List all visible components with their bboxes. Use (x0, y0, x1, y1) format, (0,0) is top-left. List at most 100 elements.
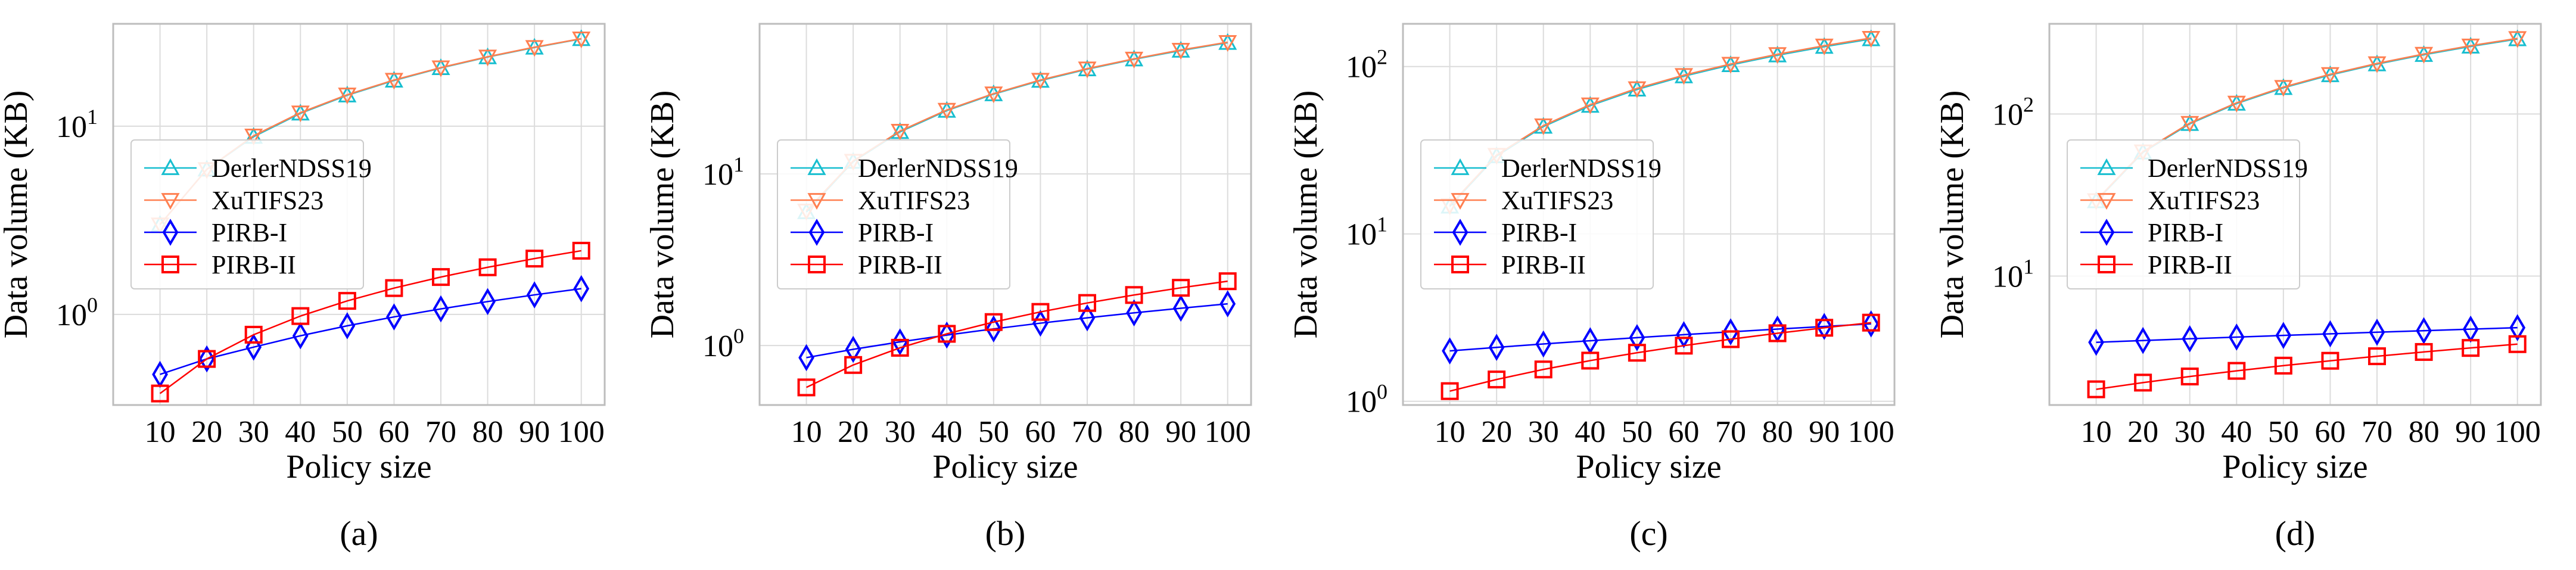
x-tick-label: 30 (885, 415, 916, 449)
data-point-pirb-i (1219, 290, 1236, 317)
data-point-xutifs23 (1628, 81, 1647, 98)
x-tick-label: 60 (2314, 415, 2345, 449)
x-tick-label: 20 (838, 415, 869, 449)
data-point-pirb-ii (1218, 272, 1237, 291)
legend-marker-pirb-i (1452, 219, 1469, 246)
series-line-pirb-i (1449, 323, 1871, 352)
data-point-pirb-ii (2415, 342, 2433, 361)
data-point-pirb-ii (2227, 362, 2246, 380)
data-point-pirb-i (2088, 328, 2104, 356)
data-point-pirb-ii (198, 350, 216, 368)
data-point-pirb-ii (1581, 351, 1600, 370)
data-point-pirb-i (1172, 294, 1189, 322)
data-point-pirb-i (1535, 330, 1552, 358)
data-point-pirb-i (433, 295, 449, 323)
legend-marker-derlerndss19 (161, 158, 180, 175)
x-tick-label: 10 (1435, 415, 1466, 449)
data-point-pirb-i (2228, 323, 2245, 351)
data-point-xutifs23 (891, 124, 910, 141)
data-point-pirb-i (1629, 324, 1645, 351)
chart-panel-d: 10 20 30 40 50 60 70 80 90 100 101 102 Policy size Da… (1934, 23, 2542, 553)
x-tick-label: 50 (2268, 415, 2299, 449)
y-axis-label: Data volume (KB) (1934, 91, 1971, 339)
data-point-pirb-i (480, 288, 496, 316)
x-tick-label: 40 (1575, 415, 1606, 449)
x-tick-label: 100 (1205, 415, 1251, 449)
data-point-pirb-i (845, 335, 861, 363)
data-point-pirb-i (2135, 326, 2151, 354)
x-tick-label: 80 (2409, 415, 2440, 449)
data-point-xutifs23 (2320, 67, 2339, 84)
legend-marker-xutifs23 (2097, 193, 2116, 210)
data-point-xutifs23 (2227, 95, 2246, 113)
legend-marker-xutifs23 (807, 193, 826, 210)
data-point-xutifs23 (525, 40, 544, 57)
x-tick-label: 90 (519, 415, 550, 449)
data-point-xutifs23 (1721, 57, 1740, 74)
legend-marker-pirb-i (162, 219, 179, 246)
data-point-xutifs23 (1581, 97, 1600, 114)
data-point-pirb-i (892, 328, 909, 356)
data-point-pirb-ii (938, 325, 956, 343)
data-point-pirb-ii (1628, 344, 1646, 362)
x-axis-label: Policy size (2222, 448, 2367, 485)
legend-label-xutifs23: XuTIFS23 (2148, 186, 2260, 215)
data-point-xutifs23 (2274, 80, 2293, 97)
x-tick-label: 100 (2494, 415, 2541, 449)
x-axis-label: Policy size (1576, 448, 1721, 485)
y-tick-label: 101 (1346, 213, 1387, 252)
legend-marker-pirb-ii (1451, 256, 1469, 273)
series-line-pirb-ii (1449, 322, 1871, 392)
data-point-pirb-ii (891, 338, 909, 357)
data-point-xutifs23 (1078, 61, 1097, 79)
data-point-pirb-ii (2134, 373, 2152, 392)
data-point-pirb-ii (1534, 360, 1553, 379)
x-tick-label: 50 (978, 415, 1009, 449)
data-point-xutifs23 (431, 60, 450, 77)
data-point-xutifs23 (1815, 38, 1834, 55)
data-point-pirb-i (339, 312, 356, 339)
data-point-pirb-ii (385, 279, 403, 297)
plot-frame (1402, 23, 1896, 406)
data-point-pirb-ii (1441, 382, 1459, 400)
legend: DerlerNDSS19 XuTIFS23 PIRB-I PIRB-II (777, 139, 1018, 289)
x-tick-label: 90 (2455, 415, 2486, 449)
x-tick-label: 90 (1165, 415, 1196, 449)
legend-label-xutifs23: XuTIFS23 (858, 186, 970, 215)
data-point-pirb-ii (151, 384, 169, 403)
legend-label-derlerndss19: DerlerNDSS19 (211, 154, 372, 183)
data-point-pirb-i (2182, 325, 2198, 353)
data-point-pirb-i (2275, 322, 2292, 349)
x-tick-label: 40 (285, 415, 316, 449)
legend-label-pirb-i: PIRB-I (211, 218, 287, 247)
legend-marker-xutifs23 (161, 193, 180, 210)
data-point-pirb-ii (1862, 313, 1880, 332)
data-point-pirb-i (526, 281, 543, 309)
x-tick-label: 70 (1715, 415, 1746, 449)
legend-marker-derlerndss19 (2097, 158, 2116, 175)
data-point-pirb-ii (844, 356, 863, 374)
data-point-pirb-i (573, 275, 590, 303)
chart-panel-b: 10 20 30 40 50 60 70 80 90 100 100 101 Policy size Da… (644, 23, 1252, 553)
legend-box (130, 139, 364, 289)
legend-label-pirb-ii: PIRB-II (1501, 250, 1586, 279)
data-point-xutifs23 (1171, 43, 1190, 60)
x-tick-label: 40 (2221, 415, 2252, 449)
data-point-pirb-i (1722, 318, 1739, 345)
data-point-pirb-i (2322, 320, 2338, 348)
x-tick-label: 30 (238, 415, 269, 449)
series-line-pirb-i (160, 288, 581, 375)
data-point-pirb-i (386, 303, 402, 331)
legend-box (777, 139, 1010, 289)
legend-marker-derlerndss19 (1451, 158, 1470, 175)
x-tick-label: 30 (1528, 415, 1559, 449)
plot-frame (112, 23, 606, 406)
data-point-xutifs23 (2367, 56, 2387, 73)
data-point-pirb-ii (291, 307, 310, 325)
legend-label-pirb-ii: PIRB-II (211, 250, 296, 279)
data-point-pirb-ii (244, 325, 263, 344)
legend-marker-pirb-ii (808, 256, 826, 273)
data-point-xutifs23 (478, 49, 497, 67)
data-point-pirb-i (2369, 319, 2385, 346)
